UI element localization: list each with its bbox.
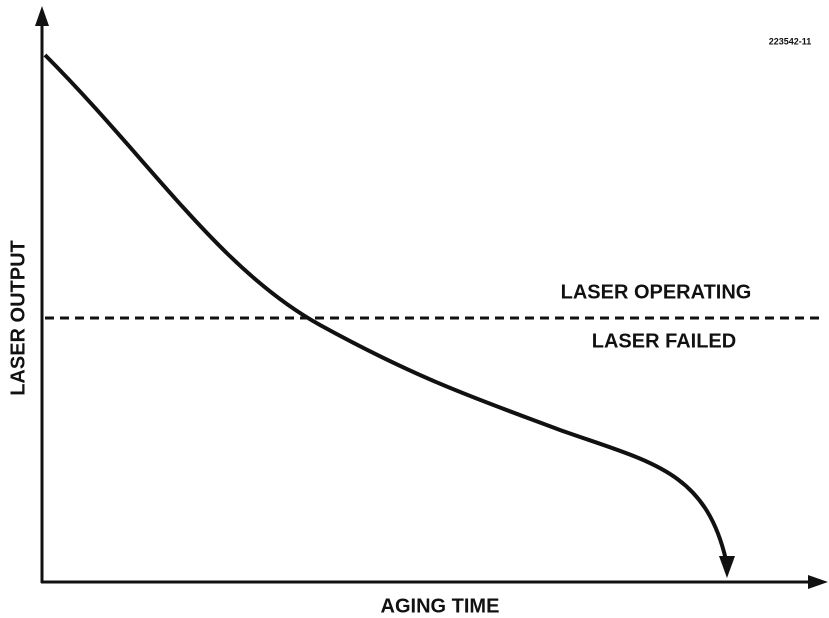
figure-id: 223542-11 xyxy=(769,36,812,46)
output-curve xyxy=(43,53,728,561)
curve-arrow xyxy=(719,556,735,578)
x-axis-label: AGING TIME xyxy=(381,595,500,617)
y-axis-label: LASER OUTPUT xyxy=(7,240,29,396)
y-axis-arrow xyxy=(35,6,49,26)
x-axis-arrow xyxy=(808,575,828,589)
below-label: LASER FAILED xyxy=(592,330,736,352)
above-label: LASER OPERATING xyxy=(561,281,752,303)
